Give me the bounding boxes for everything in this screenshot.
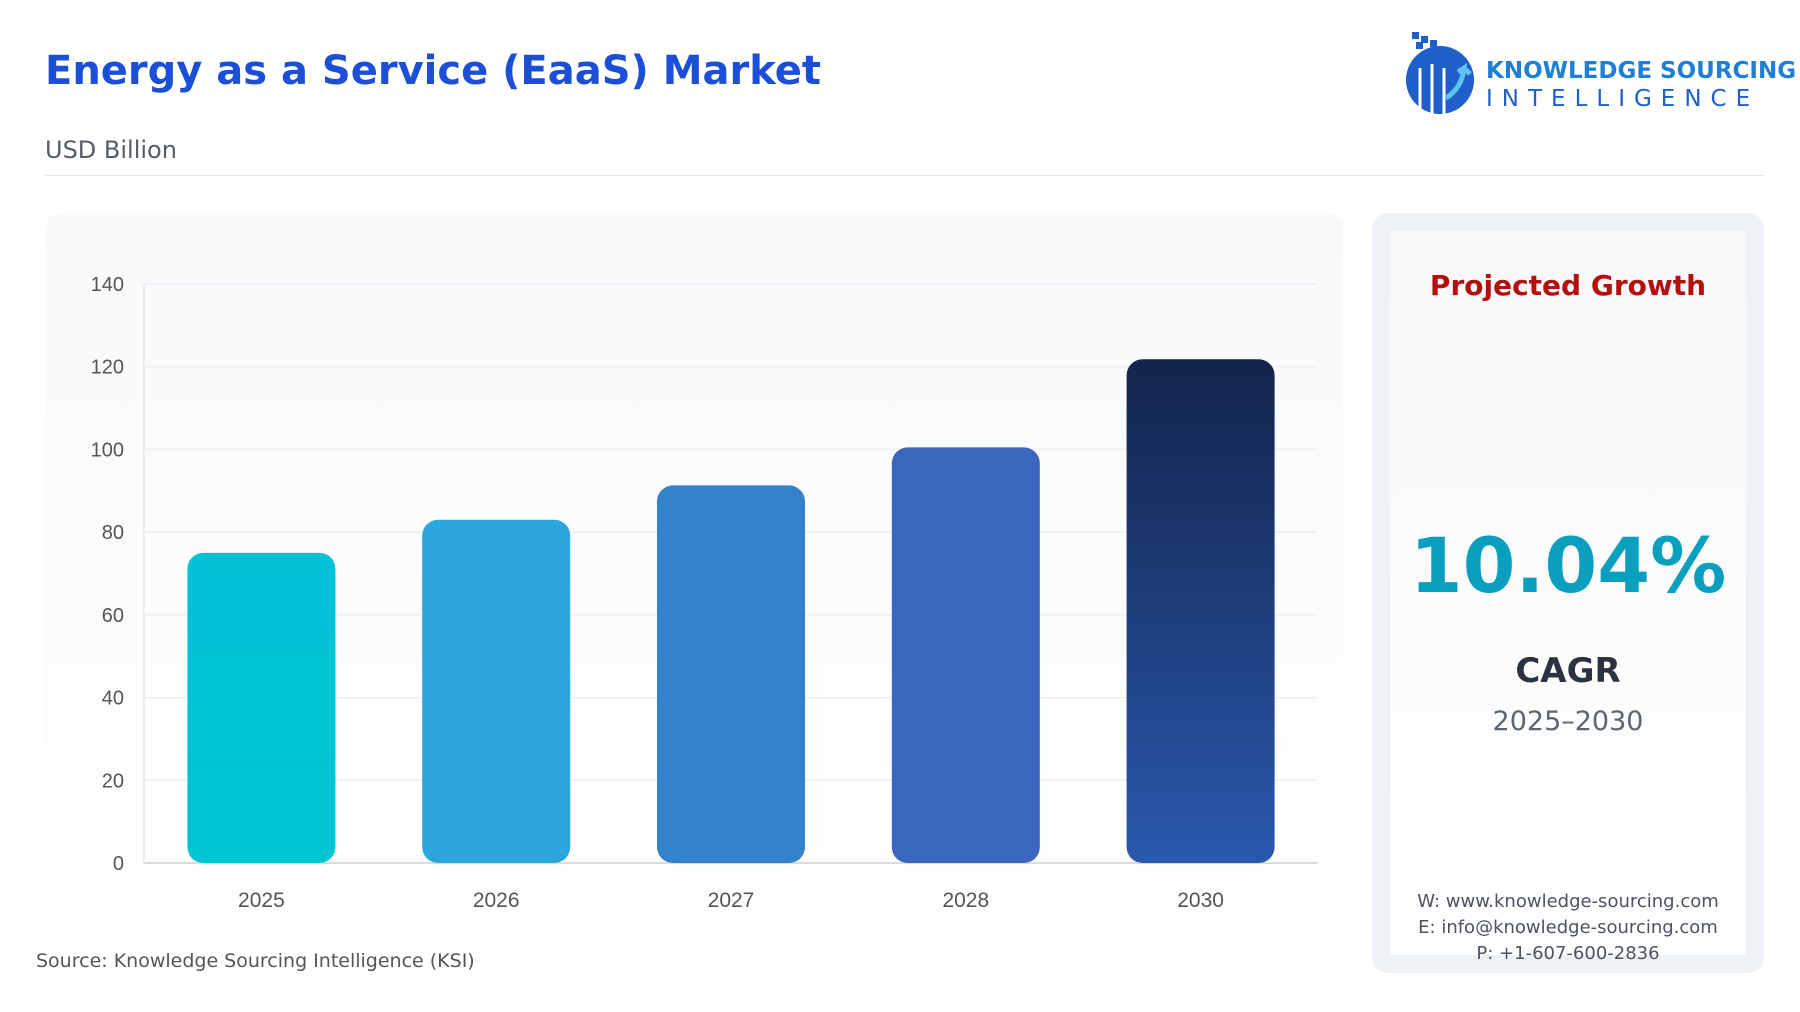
x-tick-label: 2025 [238,889,285,912]
logo-text-1: KNOWLEDGE SOURCING [1486,58,1797,84]
bar-chart: 0 20 40 60 80 100 120 140 2025 2026 2027 2028 2030 [91,274,1318,912]
email: E: info@knowledge-sourcing.com [1418,917,1718,938]
logo: KNOWLEDGE SOURCING INTELLIGENCE [1400,28,1796,118]
phone: P: +1-607-600-2836 [1476,943,1660,964]
bar-2027 [657,485,805,863]
x-tick-label: 2027 [708,889,755,912]
cagr-label: CAGR [1515,651,1621,691]
chart-title: Energy as a Service (EaaS) Market [45,48,822,94]
divider [45,175,1765,176]
bar-2026 [422,519,571,863]
unit-label: USD Billion [45,136,177,164]
y-tick-label: 80 [102,522,124,544]
bar-2030 [1126,359,1275,863]
y-tick-label: 100 [91,439,124,461]
chart-panel: 0 20 40 60 80 100 120 140 2025 2026 2027 2028 2030 [45,213,1343,965]
bar-2028 [891,447,1040,863]
logo-globe-icon [1406,32,1474,116]
logo-text-2: INTELLIGENCE [1486,86,1760,112]
y-tick-label: 0 [113,853,124,875]
source-note: Source: Knowledge Sourcing Intelligence … [36,950,475,972]
growth-panel: Projected Growth 10.04% CAGR 2025–2030 W… [1372,213,1764,973]
y-tick-label: 20 [102,770,124,792]
x-tick-label: 2026 [473,889,520,912]
x-tick-label: 2030 [1177,889,1224,912]
x-tick-label: 2028 [942,889,989,912]
cagr-period: 2025–2030 [1492,706,1644,737]
cagr-value: 10.04% [1409,521,1727,610]
y-tick-label: 60 [102,605,124,627]
bar-2025 [187,552,336,863]
y-tick-label: 40 [102,688,124,710]
y-tick-label: 120 [91,357,124,379]
growth-heading: Projected Growth [1429,269,1707,302]
y-tick-label: 140 [91,274,124,296]
website: W: www.knowledge-sourcing.com [1417,891,1719,912]
